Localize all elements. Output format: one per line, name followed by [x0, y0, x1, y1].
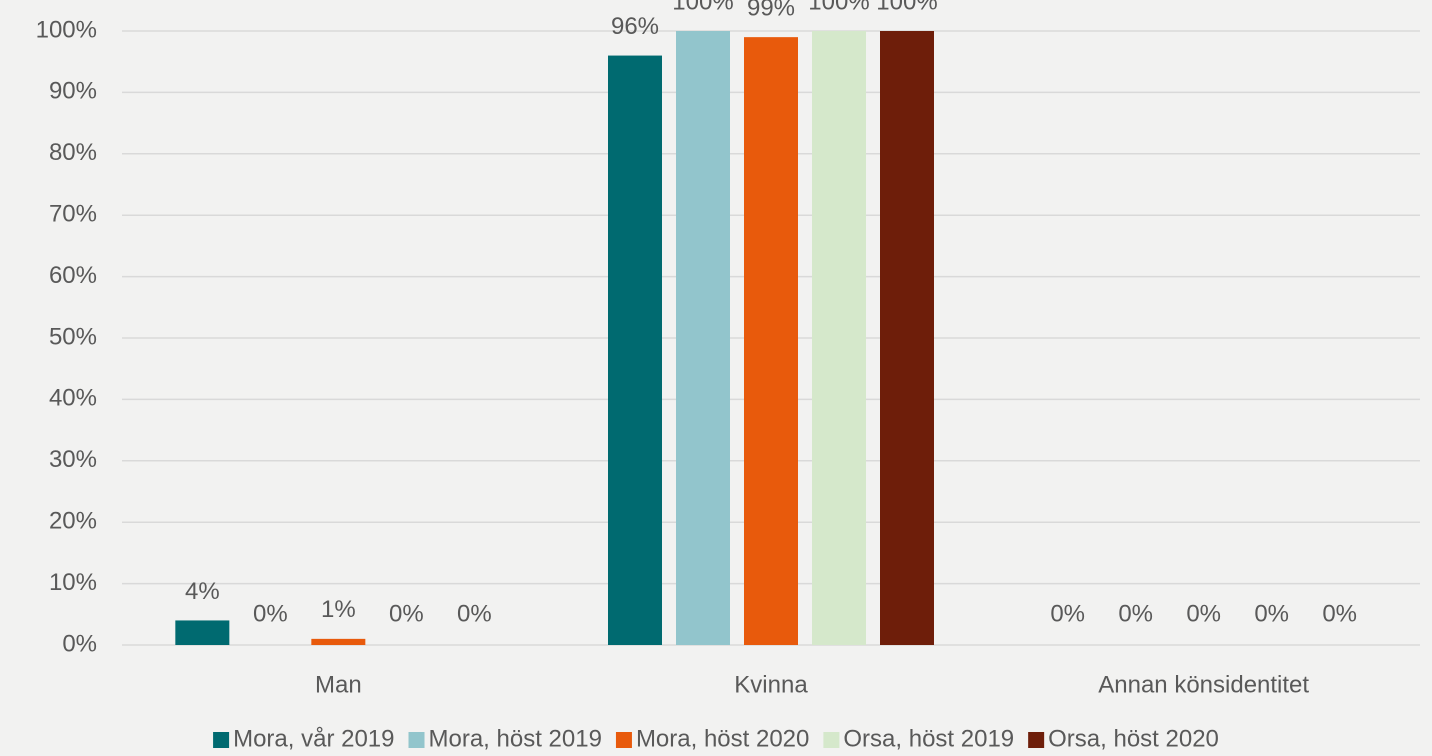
data-label: 0%: [253, 600, 288, 627]
data-label: 0%: [389, 600, 424, 627]
legend-label: Orsa, höst 2020: [1048, 725, 1219, 752]
y-tick-label: 90%: [49, 78, 97, 105]
data-label: 1%: [321, 596, 356, 623]
data-label: 0%: [1254, 600, 1289, 627]
bar: [676, 31, 730, 645]
bar: [175, 620, 230, 645]
data-label: 0%: [1050, 600, 1085, 627]
y-tick-label: 30%: [49, 446, 97, 473]
data-label: 96%: [611, 13, 659, 40]
bar: [812, 31, 866, 645]
legend-swatch: [1028, 732, 1045, 748]
y-tick-label: 20%: [49, 508, 97, 535]
data-label: 99%: [747, 0, 795, 21]
legend-label: Mora, vår 2019: [233, 725, 394, 752]
bar: [880, 31, 934, 645]
y-tick-label: 10%: [49, 569, 97, 596]
y-tick-label: 70%: [49, 201, 97, 228]
bar: [744, 37, 798, 645]
x-tick-label: Kvinna: [734, 671, 808, 698]
data-label: 100%: [808, 0, 869, 15]
y-tick-label: 60%: [49, 262, 97, 289]
data-label: 4%: [185, 578, 220, 605]
x-tick-label: Man: [315, 671, 362, 698]
legend-swatch: [408, 732, 425, 748]
y-tick-label: 40%: [49, 385, 97, 412]
data-label: 0%: [1118, 600, 1153, 627]
y-tick-label: 100%: [36, 16, 97, 43]
bar: [608, 55, 662, 646]
y-tick-label: 80%: [49, 139, 97, 166]
x-tick-label: Annan könsidentitet: [1098, 671, 1309, 698]
legend-swatch: [615, 732, 632, 748]
data-label: 0%: [1322, 600, 1357, 627]
data-label: 0%: [457, 600, 492, 627]
legend-swatch: [213, 732, 230, 748]
legend-label: Orsa, höst 2019: [843, 725, 1014, 752]
legend-label: Mora, höst 2020: [636, 725, 809, 752]
data-label: 100%: [876, 0, 937, 15]
data-label: 0%: [1186, 600, 1221, 627]
legend-swatch: [823, 732, 840, 748]
y-tick-label: 50%: [49, 323, 97, 350]
legend-label: Mora, höst 2019: [429, 725, 602, 752]
bar: [311, 638, 366, 645]
y-tick-label: 0%: [62, 630, 97, 657]
data-label: 100%: [672, 0, 733, 15]
